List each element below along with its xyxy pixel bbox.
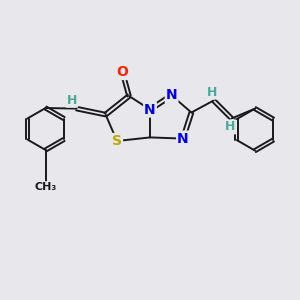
Text: CH₃: CH₃ xyxy=(34,182,57,192)
Text: N: N xyxy=(177,132,189,145)
Text: H: H xyxy=(207,85,217,99)
Text: O: O xyxy=(116,65,128,79)
Text: S: S xyxy=(112,134,122,148)
Text: H: H xyxy=(225,120,235,134)
Text: H: H xyxy=(67,94,77,107)
Text: N: N xyxy=(166,88,177,102)
Text: N: N xyxy=(144,103,156,116)
